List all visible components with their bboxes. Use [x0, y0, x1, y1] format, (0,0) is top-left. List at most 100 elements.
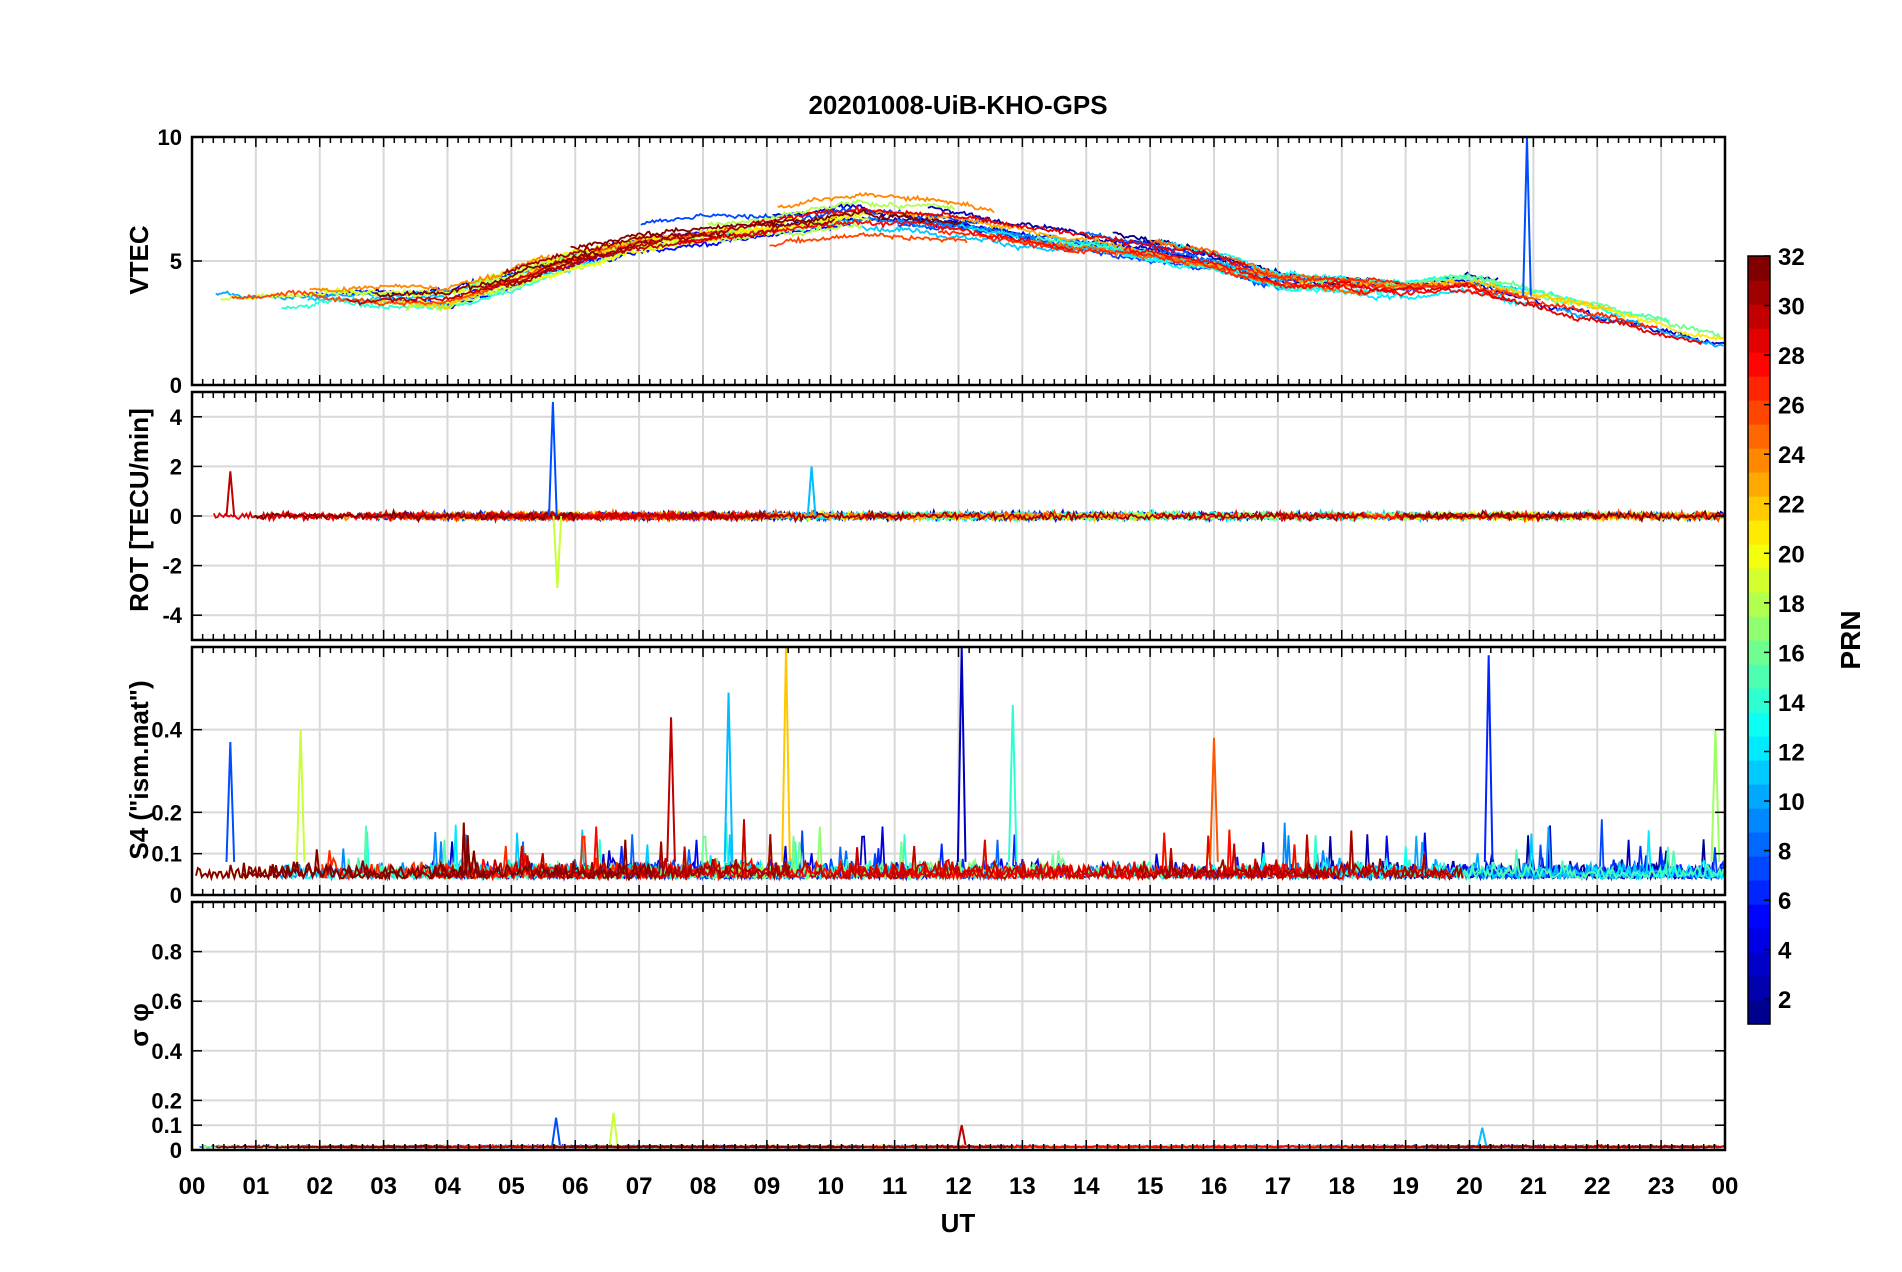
- prn-series-line: [481, 508, 782, 523]
- colorbar-tick-label: 24: [1778, 442, 1805, 469]
- prn-series-line: [309, 254, 550, 293]
- spike-mark: [1522, 137, 1532, 296]
- y-axis-label: ROT [TECU/min]: [124, 408, 154, 612]
- y-tick-label: 5: [170, 249, 182, 274]
- x-tick-label: 16: [1201, 1173, 1228, 1200]
- x-tick-label: 18: [1328, 1173, 1355, 1200]
- colorbar-tick-label: 22: [1778, 492, 1805, 519]
- colorbar-segment: [1748, 976, 1770, 1001]
- x-tick-label: 14: [1073, 1173, 1100, 1200]
- prn-series-line: [1221, 256, 1658, 329]
- spike-mark: [608, 1112, 619, 1146]
- y-tick-label: 4: [170, 405, 183, 430]
- prn-series-line: [1409, 275, 1723, 339]
- spike-mark: [1007, 704, 1018, 862]
- colorbar-segment: [1748, 856, 1770, 881]
- y-tick-label: 0.1: [151, 842, 182, 867]
- y-tick-label: 0: [170, 373, 182, 398]
- spike-mark: [1477, 1127, 1488, 1146]
- colorbar-tick-label: 30: [1778, 294, 1805, 321]
- prn-series-line: [749, 204, 1249, 268]
- colorbar-tick-label: 32: [1778, 244, 1805, 271]
- colorbar-tick-label: 6: [1778, 888, 1791, 915]
- prn-series-line: [480, 227, 779, 290]
- colorbar-tick-label: 18: [1778, 591, 1805, 618]
- prn-series-line: [1326, 279, 1704, 346]
- spike-mark: [956, 647, 967, 862]
- panel-frame: [190, 900, 1727, 1152]
- colorbar-tick-label: 4: [1778, 938, 1792, 965]
- colorbar-segment: [1748, 520, 1770, 545]
- prn-series-line: [679, 509, 912, 524]
- colorbar-segment: [1748, 640, 1770, 665]
- panel-frame: [190, 645, 1727, 897]
- x-tick-label: 17: [1265, 1173, 1292, 1200]
- y-tick-label: 0.1: [151, 1113, 182, 1138]
- colorbar-segment: [1748, 1000, 1770, 1025]
- spike-mark: [781, 647, 791, 862]
- prn-series-line: [927, 205, 1237, 267]
- prn-series-line: [937, 229, 1431, 293]
- prn-series-line: [505, 232, 715, 288]
- spike-mark: [548, 401, 558, 517]
- colorbar-segment: [1748, 832, 1770, 857]
- x-tick-label: 08: [690, 1173, 717, 1200]
- colorbar-segment: [1748, 448, 1770, 473]
- prn-series-line: [1454, 846, 1725, 881]
- x-tick-label: 00: [179, 1173, 206, 1200]
- colorbar-segment: [1748, 928, 1770, 953]
- x-tick-label: 13: [1009, 1173, 1036, 1200]
- colorbar-segment: [1748, 280, 1770, 305]
- prn-series-line: [374, 250, 600, 298]
- panel-1: 0 5 10 VTEC: [124, 125, 1727, 398]
- y-tick-label: 0.8: [151, 940, 182, 965]
- prn-series-line: [1403, 509, 1725, 523]
- spike-mark: [551, 1117, 561, 1146]
- prn-series-line: [241, 822, 494, 881]
- x-tick-label: 07: [626, 1173, 653, 1200]
- panel-4: 00.10.2 0.4 0.6 0.8 σ φ: [124, 900, 1727, 1163]
- x-tick-label: 19: [1392, 1173, 1419, 1200]
- prn-series-line: [842, 839, 1141, 882]
- y-tick-label: 0.4: [151, 1039, 182, 1064]
- y-axis-label: σ φ: [124, 1003, 154, 1047]
- x-tick-label: 12: [945, 1173, 972, 1200]
- colorbar-segment: [1748, 328, 1770, 353]
- colorbar-segment: [1748, 304, 1770, 329]
- x-tick-label: 01: [243, 1173, 270, 1200]
- prn-series-line: [769, 232, 968, 248]
- colorbar-tick-label: 8: [1778, 839, 1791, 866]
- y-tick-label: 0: [170, 883, 182, 908]
- colorbar-segment: [1748, 808, 1770, 833]
- prn-series-line: [640, 206, 988, 226]
- x-tick-label: 21: [1520, 1173, 1547, 1200]
- chart-title: 20201008-UiB-KHO-GPS: [808, 90, 1107, 120]
- spike-mark: [225, 742, 236, 862]
- y-axis-label: VTEC: [124, 225, 154, 295]
- spike-mark: [723, 692, 734, 862]
- series-lines: [215, 137, 1725, 348]
- colorbar-segment: [1748, 496, 1770, 521]
- x-tick-label: 15: [1137, 1173, 1164, 1200]
- x-tick-label: 09: [754, 1173, 781, 1200]
- series-lines: [212, 401, 1725, 588]
- prn-series-line: [864, 509, 1368, 523]
- panel-3: 0 0.1 0.2 0.4S4 ("ism.mat"): [124, 645, 1727, 908]
- panel-frame: [190, 390, 1727, 642]
- colorbar-segment: [1748, 472, 1770, 497]
- prn-series-line: [1422, 1143, 1712, 1149]
- prn-series-line: [231, 225, 732, 307]
- series-lines: [195, 647, 1725, 882]
- colorbar-segment: [1748, 688, 1770, 713]
- colorbar-segment: [1748, 376, 1770, 401]
- colorbar-tick-label: 12: [1778, 739, 1805, 766]
- spike-mark: [666, 717, 676, 862]
- y-tick-label: 0: [170, 504, 182, 529]
- colorbar-segment: [1748, 256, 1770, 281]
- panel-frame: [190, 135, 1727, 387]
- panel-2: -4 -2 0 2 4 ROT [TECU/min]: [124, 390, 1727, 642]
- spike-mark: [1209, 737, 1219, 862]
- prn-series-line: [570, 208, 963, 250]
